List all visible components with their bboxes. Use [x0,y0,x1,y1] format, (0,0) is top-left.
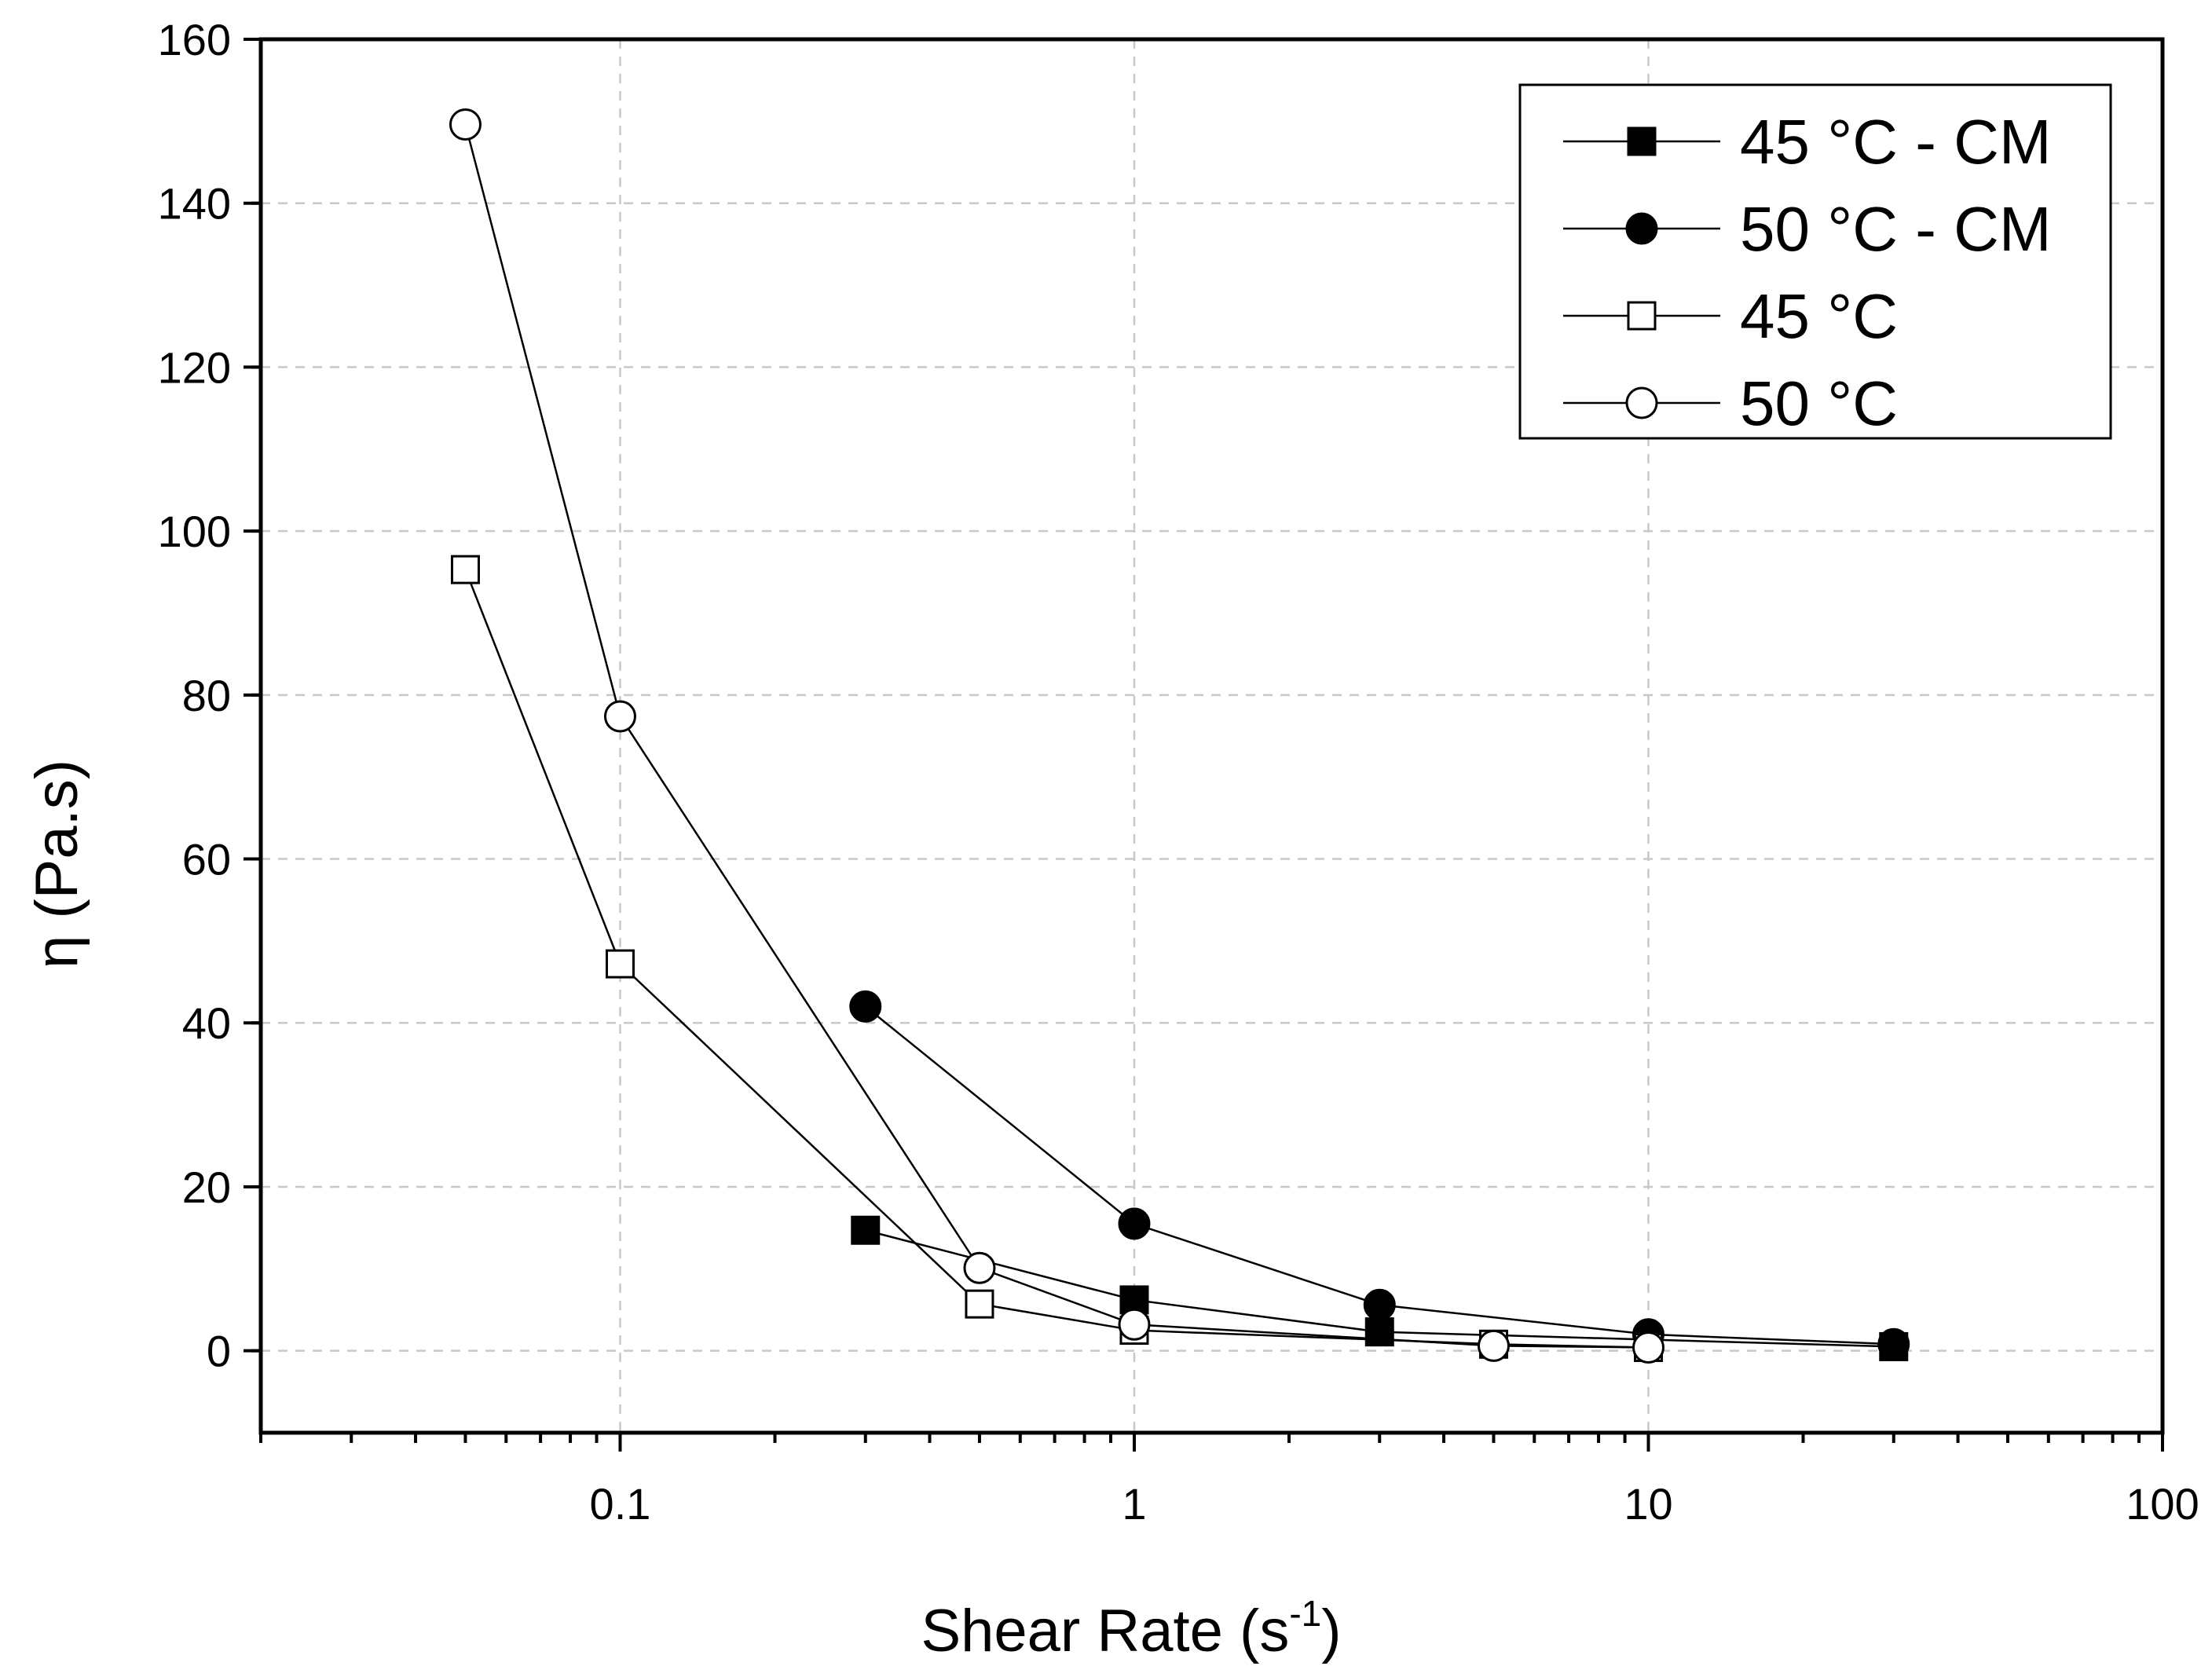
plot-frame [258,37,2165,1435]
x-axis-title: Shear Rate (s-1) [921,1593,1341,1664]
data-point-series-1 [849,990,882,1023]
legend-label: 50 °C [1740,368,1898,438]
y-tick-label: 120 [158,342,231,392]
y-tick-label: 60 [182,835,231,884]
grid-layer [261,39,2163,1433]
x-axis-title-text: Shear Rate (s [921,1598,1289,1664]
series-line-2 [464,569,1649,1349]
legend-label: 45 °C - CM [1740,107,2051,177]
x-tick-label: 1 [1122,1479,1146,1529]
data-point-series-0 [851,1215,881,1245]
data-point-series-2 [965,1289,994,1319]
y-tick-label: 80 [182,671,231,720]
data-point-series-3 [963,1251,996,1284]
y-tick-label: 40 [182,998,231,1048]
y-tick-label: 140 [158,179,231,229]
legend: 45 °C - CM 50 °C - CM 45 °C 50 °C [1518,83,2112,440]
legend-label: 50 °C - CM [1740,194,2051,264]
data-point-series-3 [1632,1331,1664,1364]
legend-box [1518,83,2112,440]
legend-marker [1625,386,1658,419]
data-point-series-3 [449,108,482,141]
x-tick-label: 10 [1624,1479,1672,1529]
y-tick-label: 20 [182,1163,231,1212]
data-point-series-0 [1364,1317,1394,1347]
y-tick-label: 0 [207,1327,231,1376]
series-line-3 [464,124,1649,1349]
data-point-series-1 [1363,1288,1396,1321]
x-axis-title-close: ) [1321,1598,1341,1664]
data-point-series-2 [450,555,480,584]
data-point-series-3 [1118,1308,1151,1341]
y-tick-label: 100 [158,507,231,556]
x-tick-label: 0.1 [590,1479,651,1529]
series-layer [449,108,1910,1364]
x-axis-title-superscript: -1 [1289,1593,1321,1634]
y-tick-label: 160 [158,15,231,64]
data-point-series-1 [1877,1327,1910,1360]
tick-layer: 0 20 40 60 80 100 120 140 160 0.1 1 10 100 [158,15,2199,1529]
data-point-series-1 [1118,1207,1151,1240]
data-point-series-3 [1477,1329,1510,1362]
data-point-series-3 [603,700,636,733]
legend-marker [1627,126,1657,156]
data-point-series-2 [605,949,635,979]
legend-marker [1627,301,1657,331]
x-tick-label: 100 [2126,1479,2199,1529]
legend-label: 45 °C [1740,281,1898,351]
legend-marker [1625,212,1658,245]
y-axis-title: η (Pa.s) [24,760,90,968]
series-markers [449,108,1910,1364]
